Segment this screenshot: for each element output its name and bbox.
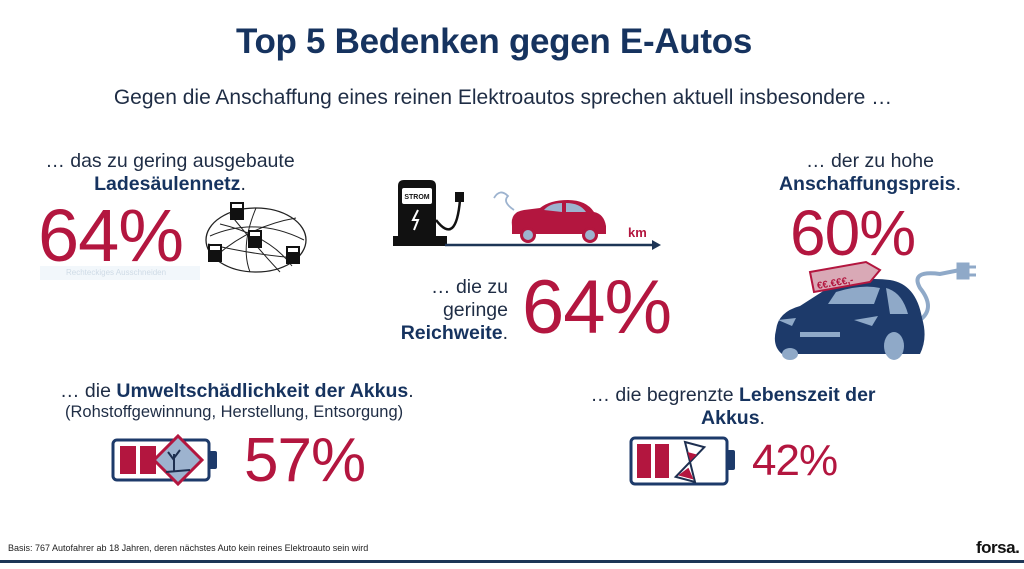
concern-keyword: Lebenszeit der [738,384,876,406]
concern-price-value: 60% [790,197,916,269]
concern-charging-network-label: … das zu gering ausgebaute Ladesäulennet… [40,150,300,196]
dead-tree-icon [165,449,191,473]
concern-lifetime-value: 42% [752,436,838,485]
range-illustration: STROM km [393,180,661,250]
concern-lifetime-label: … die begrenzte Lebenszeit der Akkus. [578,384,888,430]
concern-keyword: Umweltschädlichkeit der Akkus [116,380,409,402]
price-tag-car-icon: €€.€€€,- [774,260,976,360]
page-subtitle: Gegen die Anschaffung eines reinen Elekt… [113,86,893,109]
basis-footnote: Basis: 767 Autofahrer ab 18 Jahren, dere… [8,543,369,553]
concern-suffix: . [408,380,414,402]
concern-charging-network-value: 64% [38,194,184,277]
cable-icon [915,268,961,322]
concern-prefix: geringe [442,299,508,321]
concern-prefix: … die [60,380,117,402]
hourglass-icon [673,440,707,484]
charger-station-icon [286,246,300,264]
battery-environment-hazard-icon [111,433,217,487]
concern-range-label: … die zu geringe Reichweite. [400,276,508,345]
concern-environment-label: … die Umweltschädlichkeit der Akkus. [60,380,440,403]
concern-keyword: Anschaffungspreis [778,173,956,195]
charging-station-icon: STROM [393,180,464,246]
concern-keyword: Reichweite [400,322,503,344]
concern-suffix: . [240,173,246,195]
concern-prefix: … die begrenzte [590,384,739,406]
station-label: STROM [404,194,429,201]
concern-prefix: … der zu hohe [806,150,934,172]
hazard-diamond-icon [151,433,205,487]
forsa-logo: forsa. [976,538,1020,557]
red-car-icon [493,191,606,243]
concern-prefix: … das zu gering ausgebaute [45,150,295,172]
concern-suffix: . [955,173,962,195]
charger-station-icon [208,244,222,262]
concern-price-label: … der zu hohe Anschaffungspreis. [740,150,1000,196]
concern-environment-detail: (Rohstoffgewinnung, Herstellung, Entsorg… [65,403,404,421]
footer-divider [0,560,1024,563]
plug-icon [956,262,976,280]
battery-hourglass-icon [629,436,735,486]
ghost-tooltip: Rechteckiges Ausschneiden [40,266,200,280]
concern-environment-value: 57% [244,426,366,495]
page-title: Top 5 Bedenken gegen E-Autos [235,22,752,61]
charging-network-icon [205,202,307,273]
concern-range-value: 64% [522,265,672,350]
concern-prefix: … die zu [431,276,508,298]
concern-suffix: . [759,407,765,429]
charger-station-icon [230,202,244,220]
concern-keyword: Ladesäulennetz [94,173,241,195]
arrow-icon [652,240,661,250]
concern-suffix: . [502,322,508,344]
concern-keyword: Akkus [701,407,760,429]
charger-station-icon [248,230,262,248]
range-axis-label: km [628,225,647,240]
